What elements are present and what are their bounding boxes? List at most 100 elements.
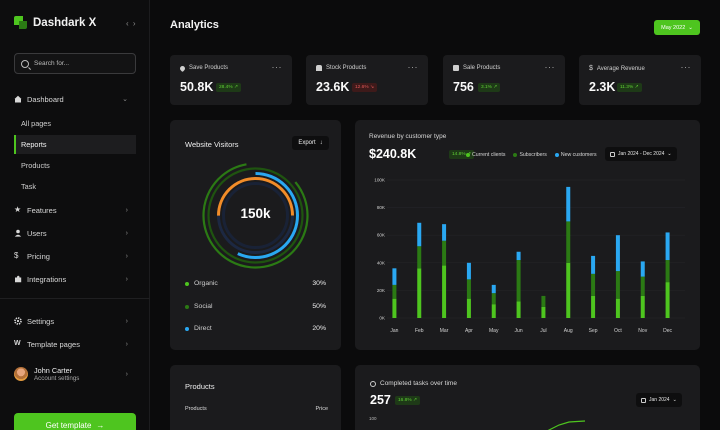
stat-value: 2.3K [589, 80, 616, 94]
bar-segment [566, 221, 571, 263]
website-visitors-panel: Website Visitors Export ↓ 150k Organic 3… [170, 120, 341, 350]
revenue-legend: Current clients Subscribers New customer… [466, 152, 597, 158]
user-icon [14, 229, 22, 237]
chevron-right-icon: › [125, 229, 128, 237]
chevron-down-icon: ⌄ [672, 397, 677, 403]
chevron-right-icon: › [125, 340, 128, 348]
donut-ring-social [202, 162, 309, 269]
sub-item-reports[interactable]: Reports [14, 135, 136, 154]
x-tick-label: May [489, 328, 499, 334]
nav-users[interactable]: Users › [14, 225, 136, 241]
sidebar-divider [0, 298, 150, 299]
nav-pricing-label: Pricing [27, 251, 50, 261]
export-label: Export [298, 140, 316, 146]
revenue-range-button[interactable]: Jan 2024 - Dec 2024 ⌄ [605, 147, 677, 161]
bar-segment [541, 295, 546, 307]
get-template-button[interactable]: Get template → [14, 413, 136, 430]
bar-segment [591, 295, 596, 318]
donut-ring-direct [212, 172, 299, 259]
nav-template-pages[interactable]: W Template pages › [14, 336, 136, 352]
trend-badge: 3.1% ↗ [478, 83, 501, 92]
nav-users-label: Users [27, 228, 47, 238]
products-panel: Products Products Price [170, 365, 341, 430]
heart-icon [178, 64, 187, 72]
tasks-y-tick: 100 [369, 416, 377, 421]
stat-label: Stock Products [326, 65, 367, 71]
account-settings-label: Account settings [34, 375, 80, 382]
chevron-down-icon: ⌄ [122, 96, 128, 103]
more-options-icon[interactable]: ··· [271, 62, 282, 72]
search-box[interactable] [14, 53, 136, 74]
nav-integrations-label: Integrations [27, 274, 67, 284]
bar-segment [516, 301, 521, 318]
x-tick-label: Jan [390, 328, 398, 334]
nav-template-pages-label: Template pages [27, 339, 80, 349]
arrow-right-icon: → [96, 420, 105, 430]
get-template-label: Get template [45, 420, 92, 430]
legend-current-clients: Current clients [466, 152, 505, 158]
chevron-right-icon: › [125, 252, 128, 260]
stat-value: 756 [453, 80, 474, 94]
donut-ring-organic [217, 177, 294, 254]
calendar-icon [610, 151, 615, 157]
bar-segment [615, 298, 620, 318]
nav-dashboard[interactable]: Dashboard ⌄ [14, 91, 136, 107]
stat-card-average-revenue: $ Average Revenue ··· 2.3K 11.3% ↗ [579, 55, 701, 105]
donut-ring-track-core [222, 182, 289, 249]
x-tick-label: Jul [540, 328, 546, 334]
nav-pricing[interactable]: $ Pricing › [14, 248, 136, 264]
collapse-sidebar-icon[interactable]: ‹ › [126, 19, 137, 28]
nav-features[interactable]: ★ Features › [14, 202, 136, 218]
nav-integrations[interactable]: Integrations › [14, 271, 136, 287]
bar-segment [417, 268, 422, 318]
search-icon [21, 59, 29, 68]
nav-settings-label: Settings [27, 316, 55, 326]
sub-item-task[interactable]: Task [21, 182, 37, 191]
brand-name: Dashdark X [33, 16, 97, 29]
more-options-icon[interactable]: ··· [544, 62, 555, 72]
stock-icon [316, 65, 322, 71]
puzzle-icon [15, 275, 22, 283]
sub-item-all-pages[interactable]: All pages [21, 119, 52, 128]
chevron-down-icon: ⌄ [688, 24, 693, 31]
bar-segment [615, 271, 620, 299]
products-title: Products [185, 382, 215, 391]
search-input[interactable] [34, 60, 134, 67]
x-tick-label: Dec [663, 328, 672, 334]
more-options-icon[interactable]: ··· [407, 62, 418, 72]
sub-item-products[interactable]: Products [21, 161, 50, 170]
tasks-range-button[interactable]: Jan 2024 ⌄ [636, 393, 682, 407]
export-button[interactable]: Export ↓ [292, 136, 329, 150]
nav-settings[interactable]: Settings › [14, 313, 136, 329]
bar-segment [566, 262, 571, 318]
brand[interactable]: Dashdark X [14, 16, 96, 29]
chevron-right-icon: › [125, 370, 128, 378]
bar-segment [640, 261, 645, 277]
bar-segment [466, 262, 471, 280]
tasks-header: Completed tasks over time [370, 380, 457, 387]
bar-segment [566, 186, 571, 222]
stat-value: 23.6K [316, 80, 350, 94]
date-filter-button[interactable]: May 2022 ⌄ [654, 20, 700, 35]
stat-label: Save Products [189, 65, 229, 71]
chevron-right-icon: › [125, 275, 128, 283]
calendar-icon [641, 397, 646, 403]
legend-subscribers: Subscribers [513, 152, 547, 158]
donut-ring-track [207, 167, 304, 264]
chevron-down-icon: ⌄ [667, 151, 672, 157]
bar-segment [615, 235, 620, 272]
user-name: John Carter [34, 366, 73, 375]
trend-badge: 16.8% ↗ [395, 396, 420, 405]
more-options-icon[interactable]: ··· [680, 62, 691, 72]
tasks-panel: Completed tasks over time 257 16.8% ↗ Ja… [355, 365, 700, 430]
bar-segment [640, 295, 645, 318]
y-tick-label: 60K [377, 233, 386, 238]
bar-segment [591, 255, 596, 274]
nav-dashboard-label: Dashboard [27, 94, 64, 104]
revenue-panel: Revenue by customer type $240.8K 14.8% ↗… [355, 120, 700, 350]
user-account[interactable]: John Carter Account settings › [14, 363, 136, 385]
y-tick-label: 20K [377, 288, 386, 293]
bar-segment [516, 260, 521, 302]
bar-segment [640, 276, 645, 296]
column-header-price: Price [315, 406, 328, 412]
